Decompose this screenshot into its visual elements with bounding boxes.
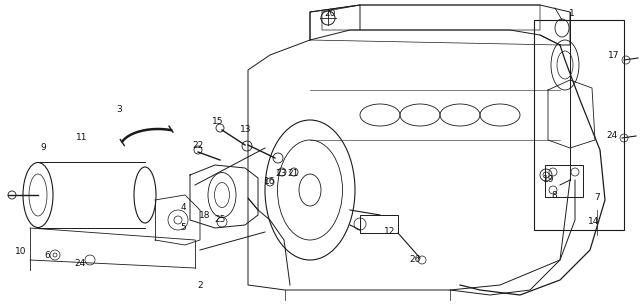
Text: 16: 16 xyxy=(264,178,276,186)
Text: 9: 9 xyxy=(40,143,46,153)
Text: 13: 13 xyxy=(240,126,252,134)
Text: 11: 11 xyxy=(76,133,88,143)
Text: 22: 22 xyxy=(193,140,204,150)
Text: 10: 10 xyxy=(15,247,27,257)
Text: 21: 21 xyxy=(287,168,299,178)
Text: 7: 7 xyxy=(594,194,600,202)
Text: 5: 5 xyxy=(180,223,186,233)
Text: 18: 18 xyxy=(199,210,211,219)
Text: 24: 24 xyxy=(606,130,618,140)
Bar xyxy=(534,20,624,230)
Text: 2: 2 xyxy=(197,281,203,289)
Text: 26: 26 xyxy=(410,255,420,264)
Bar xyxy=(545,165,583,197)
Text: 14: 14 xyxy=(588,217,600,226)
Text: 20: 20 xyxy=(324,9,336,19)
Text: 24: 24 xyxy=(74,258,86,268)
Text: 15: 15 xyxy=(212,118,224,126)
Text: 12: 12 xyxy=(384,226,396,236)
Text: 8: 8 xyxy=(551,192,557,201)
Text: 1: 1 xyxy=(569,9,575,19)
Text: 3: 3 xyxy=(116,105,122,115)
Text: 6: 6 xyxy=(44,250,50,260)
Text: 19: 19 xyxy=(543,175,555,185)
Bar xyxy=(360,215,398,233)
Text: 25: 25 xyxy=(214,216,226,224)
Text: 23: 23 xyxy=(275,168,287,178)
Text: 4: 4 xyxy=(180,202,186,212)
Text: 17: 17 xyxy=(608,50,620,60)
